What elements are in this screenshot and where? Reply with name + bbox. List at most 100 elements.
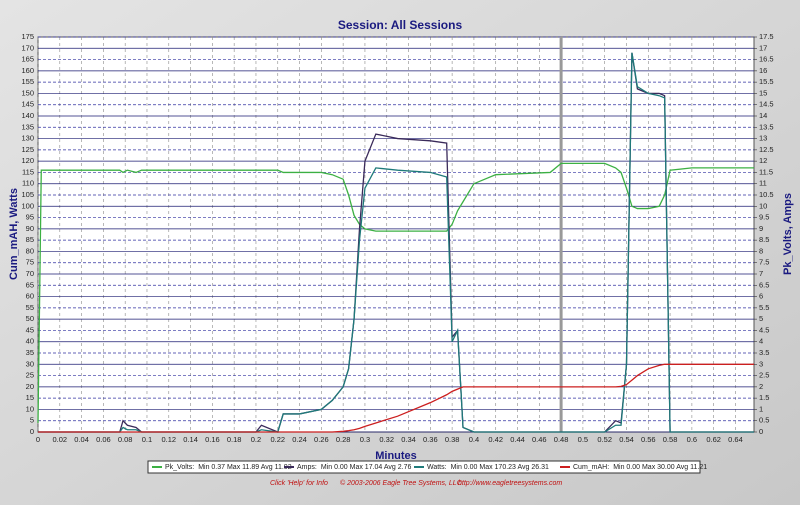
y2-tick-label: 9.5	[759, 213, 769, 222]
y2-tick-label: 0	[759, 427, 763, 436]
y2-tick-label: 13	[759, 134, 767, 143]
footer-copyright: © 2003-2006 Eagle Tree Systems, LLC	[340, 479, 463, 487]
y2-axis-label: Pk_Volts, Amps	[782, 193, 794, 275]
x-tick-label: 0	[36, 435, 40, 444]
y2-tick-label: 7	[759, 269, 763, 278]
y-tick-label: 65	[26, 280, 34, 289]
y2-tick-label: 0.5	[759, 416, 769, 425]
y-tick-label: 100	[21, 201, 34, 210]
y2-tick-label: 4.5	[759, 325, 769, 334]
y-tick-label: 15	[26, 393, 34, 402]
y2-tick-label: 16	[759, 66, 767, 75]
y-tick-label: 55	[26, 303, 34, 312]
x-tick-label: 0.22	[270, 435, 285, 444]
x-tick-label: 0.64	[728, 435, 743, 444]
legend-stats: Min 0.00 Max 17.04 Avg 2.76	[321, 464, 412, 471]
y2-tick-label: 11	[759, 179, 767, 188]
x-tick-label: 0.38	[445, 435, 460, 444]
y-tick-label: 175	[21, 32, 34, 41]
y-tick-label: 165	[21, 55, 34, 64]
x-tick-label: 0.36	[423, 435, 438, 444]
y2-tick-label: 9	[759, 224, 763, 233]
legend-label: Cum_mAH:	[573, 464, 609, 471]
y2-tick-label: 11.5	[759, 167, 773, 176]
legend-stats: Min 0.00 Max 30.00 Avg 11.21	[613, 464, 707, 471]
y-tick-label: 45	[26, 325, 34, 334]
y2-tick-label: 12	[759, 156, 767, 165]
x-tick-label: 0.14	[183, 435, 198, 444]
y2-tick-label: 8	[759, 246, 763, 255]
y-tick-label: 40	[26, 337, 34, 346]
y2-tick-label: 2	[759, 382, 763, 391]
series-line	[37, 162, 754, 423]
y2-tick-label: 8.5	[759, 235, 769, 244]
y-tick-label: 140	[21, 111, 34, 120]
y2-tick-label: 4	[759, 337, 763, 346]
y2-tick-label: 13.5	[759, 122, 774, 131]
y2-tick-label: 3.5	[759, 348, 769, 357]
x-tick-label: 0.56	[641, 435, 656, 444]
x-tick-label: 0.54	[619, 435, 634, 444]
y2-tick-label: 5.5	[759, 303, 769, 312]
y2-tick-label: 5	[759, 314, 763, 323]
y2-tick-label: 7.5	[759, 258, 769, 267]
y-tick-label: 5	[30, 416, 34, 425]
y-tick-label: 60	[26, 292, 34, 301]
legend-label: Amps:	[297, 464, 317, 471]
y2-tick-label: 16.5	[759, 55, 774, 64]
x-tick-label: 0.48	[554, 435, 569, 444]
y-tick-label: 20	[26, 382, 34, 391]
y2-tick-label: 3	[759, 359, 763, 368]
x-tick-label: 0.52	[597, 435, 612, 444]
y-tick-label: 155	[21, 77, 34, 86]
y2-tick-label: 2.5	[759, 371, 769, 380]
y2-tick-label: 17.5	[759, 32, 774, 41]
y2-tick-label: 10.5	[759, 190, 774, 199]
y-tick-label: 75	[26, 258, 34, 267]
chart-title: Session: All Sessions	[338, 18, 463, 32]
y-tick-label: 25	[26, 371, 34, 380]
y-tick-label: 120	[21, 156, 34, 165]
x-tick-label: 0.46	[532, 435, 547, 444]
x-tick-label: 0.34	[401, 435, 416, 444]
y-axis-label: Cum_mAH, Watts	[8, 188, 20, 280]
x-tick-label: 0.24	[292, 435, 307, 444]
y-tick-label: 145	[21, 100, 34, 109]
y2-tick-label: 6	[759, 292, 763, 301]
x-tick-label: 0.12	[161, 435, 176, 444]
y-tick-label: 95	[26, 213, 34, 222]
y-tick-label: 10	[26, 404, 34, 413]
x-tick-label: 0.5	[578, 435, 588, 444]
y-tick-label: 0	[30, 427, 34, 436]
y2-tick-label: 15	[759, 88, 767, 97]
y2-tick-label: 15.5	[759, 77, 774, 86]
x-tick-label: 0.28	[336, 435, 351, 444]
legend-label: Pk_Volts:	[165, 464, 194, 471]
x-tick-label: 0.08	[118, 435, 133, 444]
x-tick-label: 0.06	[96, 435, 111, 444]
series-line	[38, 363, 754, 433]
legend-stats: Min 0.00 Max 170.23 Avg 26.31	[451, 464, 549, 471]
y2-tick-label: 14.5	[759, 100, 774, 109]
plot-area	[37, 36, 755, 433]
y2-tick-label: 17	[759, 43, 767, 52]
y-tick-label: 130	[21, 134, 34, 143]
y-tick-label: 90	[26, 224, 34, 233]
x-tick-label: 0.62	[706, 435, 721, 444]
y2-tick-label: 6.5	[759, 280, 769, 289]
footer-help: Click 'Help' for Info	[270, 480, 328, 487]
y-tick-label: 80	[26, 246, 34, 255]
x-tick-label: 0.2	[251, 435, 261, 444]
y-tick-label: 105	[21, 190, 34, 199]
y-tick-label: 170	[21, 43, 34, 52]
legend-label: Watts:	[427, 464, 447, 471]
y2-tick-label: 12.5	[759, 145, 774, 154]
y-tick-label: 35	[26, 348, 34, 357]
y2-tick-label: 10	[759, 201, 767, 210]
y-tick-label: 30	[26, 359, 34, 368]
x-tick-label: 0.42	[488, 435, 503, 444]
y2-tick-label: 14	[759, 111, 767, 120]
x-tick-label: 0.44	[510, 435, 525, 444]
x-tick-label: 0.4	[469, 435, 479, 444]
